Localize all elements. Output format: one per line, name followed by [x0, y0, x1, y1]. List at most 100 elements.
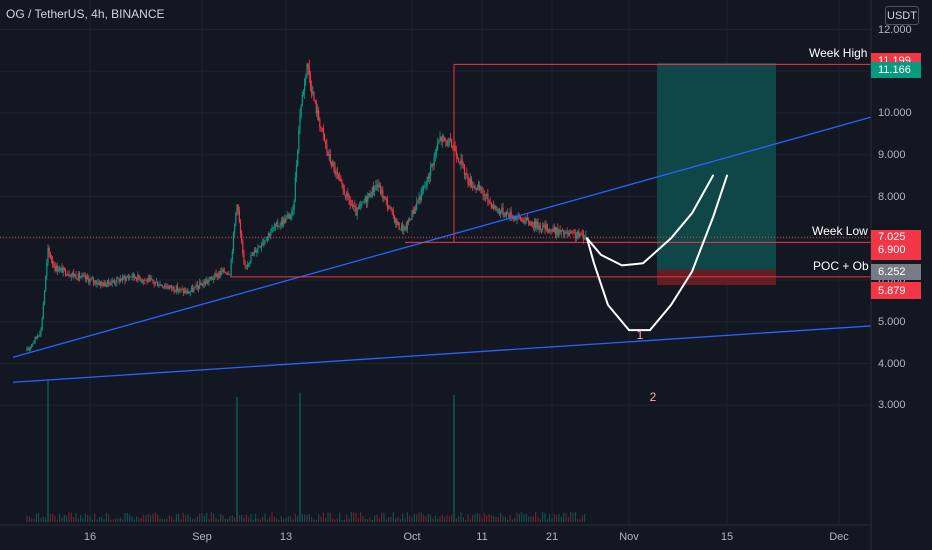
currency-button[interactable]: USDT [885, 6, 919, 25]
candle-body [538, 225, 540, 230]
volume-bar [322, 512, 324, 522]
volume-bar [80, 514, 82, 522]
candle-body [264, 240, 266, 242]
symbol-title[interactable]: OG / TetherUS, 4h, BINANCE [6, 7, 165, 21]
volume-bar [528, 516, 530, 522]
volume-bar [280, 516, 282, 522]
candle-body [355, 207, 357, 216]
candle-body [543, 224, 545, 226]
candle-body [574, 233, 576, 238]
long-target-zone[interactable] [657, 62, 776, 270]
candle-body [152, 279, 154, 282]
candle-body [551, 229, 553, 231]
candle-body [178, 290, 180, 292]
volume-bar [28, 516, 30, 522]
trendline[interactable] [12, 325, 872, 383]
candle-body [334, 166, 336, 175]
volume-bar [143, 514, 145, 522]
candle-body [119, 279, 121, 282]
volume-bar [234, 517, 236, 522]
volume-bar [231, 515, 233, 522]
candle-body [98, 282, 100, 286]
volume-bar [530, 516, 532, 522]
candle-body [577, 231, 579, 236]
volume-bar [388, 517, 390, 522]
candle-body [96, 283, 98, 285]
candle-body [123, 276, 125, 278]
volume-bar [287, 516, 289, 522]
volume-bar [180, 519, 182, 522]
candle-body [201, 284, 203, 287]
candle-body [493, 205, 495, 209]
candle-body [278, 226, 280, 228]
candle-body [573, 232, 575, 234]
volume-bar [493, 515, 495, 522]
candle-body [290, 215, 292, 219]
projection-path-1[interactable] [586, 174, 714, 267]
candle-body [138, 274, 140, 278]
candle-body [256, 250, 258, 253]
candle-body [258, 246, 260, 248]
candle-body [103, 281, 105, 287]
candle-body [241, 233, 243, 243]
volume-bar [574, 512, 576, 522]
volume-bar [31, 518, 33, 522]
volume-bar [474, 514, 476, 522]
volume-bar [406, 512, 408, 522]
candle-body [402, 225, 404, 232]
candle-body [384, 196, 386, 199]
candle-body [486, 194, 488, 195]
candle-body [148, 278, 151, 279]
candles [26, 59, 587, 352]
level-label: Week Low [812, 224, 868, 239]
volume-bar [507, 519, 509, 522]
candle-body [211, 277, 214, 280]
volume-bar [329, 512, 331, 522]
volume-bar [416, 514, 418, 522]
candle-body [239, 221, 242, 234]
volume-bar [224, 518, 226, 522]
candle-body [136, 278, 138, 281]
volume-bar [38, 513, 40, 522]
candle-body [298, 128, 300, 151]
volume-bar [381, 512, 383, 522]
candle-body [145, 279, 147, 281]
volume-bar [201, 512, 203, 522]
candle-body [483, 194, 485, 197]
volume-bar [430, 514, 432, 522]
time-tick-label: Dec [829, 531, 849, 543]
volume-bar [276, 518, 278, 522]
candle-body [70, 274, 72, 277]
volume-bar [168, 515, 170, 522]
candle-body [300, 105, 302, 116]
volume-bar [105, 512, 107, 522]
candle-body [91, 278, 93, 280]
candle-body [89, 279, 91, 283]
volume-bar [84, 513, 86, 522]
candle-body [66, 274, 68, 276]
candle-body [277, 222, 279, 227]
volume-bar [544, 513, 546, 522]
candle-body [56, 265, 58, 272]
volume-bar [255, 513, 257, 522]
volume-bar [133, 519, 135, 522]
price-badge: 6.252 [871, 264, 921, 281]
candle-body [286, 215, 288, 218]
volume-bar [68, 512, 70, 522]
volume-bar [367, 519, 369, 522]
volume-bar [63, 514, 65, 522]
candle-body [356, 207, 358, 216]
candle-body [467, 174, 469, 184]
volume-bar [413, 513, 415, 522]
candle-body [435, 149, 438, 153]
candle-body [433, 156, 435, 166]
candle-body [110, 283, 112, 286]
candle-body [251, 255, 253, 257]
candle-body [55, 265, 57, 271]
projection-path-2[interactable] [586, 174, 728, 332]
candle-body [304, 78, 306, 92]
candle-body [130, 276, 132, 278]
candle-body [139, 277, 141, 281]
volume-bar [514, 517, 516, 522]
